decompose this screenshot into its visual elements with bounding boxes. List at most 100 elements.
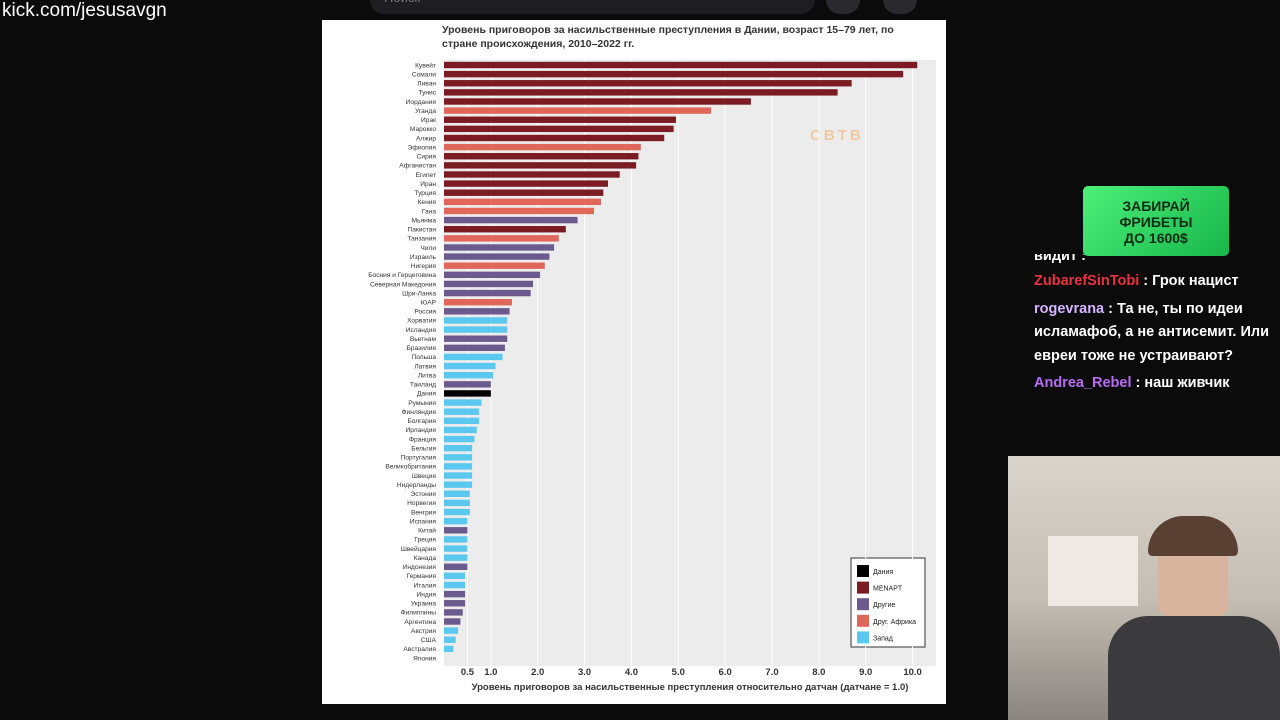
bar [444,80,852,87]
y-tick-label: Чили [420,245,436,252]
hair [1148,516,1238,556]
chat-text: : наш живчик [1135,375,1230,391]
chat-partial: видит : [1034,254,1086,264]
legend-swatch [857,614,869,627]
bar [444,271,541,279]
bar [444,508,470,516]
x-tick-label: 3.0 [578,667,591,678]
bar [444,216,578,224]
x-tick-label: 9.0 [859,667,872,678]
bar [444,408,480,415]
bar [444,381,491,388]
watermark: CBTB [810,127,864,144]
y-tick-label: Китай [418,527,436,535]
bar [444,289,531,297]
bar [444,61,918,69]
bar [444,244,555,251]
chat-user[interactable]: Andrea_Rebel [1034,375,1132,391]
bar [444,517,468,525]
bar [444,399,482,406]
promo-banner[interactable]: ЗАБИРАЙ ФРИБЕТЫ ДО 1600$ [1083,186,1229,256]
y-tick-label: Япония [413,655,436,662]
y-tick-label: Норвегия [407,500,436,507]
chart-title: Уровень приговоров за насильственные пре… [442,24,894,50]
bar [444,344,505,352]
legend-label: Дания [873,569,893,576]
legend-label: MENAPT [873,586,903,593]
y-tick-label: США [421,637,437,644]
legend-label: Запад [873,635,893,642]
bar [444,353,503,361]
y-tick-label: Марокко [410,126,436,133]
bar [444,636,456,643]
legend-label: Друг. Африка [873,619,916,626]
bar [444,581,466,589]
bar [444,262,545,269]
y-tick-label: Иордания [406,99,437,106]
bar [444,609,463,616]
bar [444,481,473,488]
chat-user[interactable]: rogevrana [1034,300,1105,317]
bar [444,335,508,342]
bar [444,153,639,160]
y-tick-label: Ирак [421,117,436,124]
bar [444,545,468,552]
y-tick-label: Сирия [417,154,437,161]
x-axis-label: Уровень приговоров за насильственные пре… [472,682,909,693]
bar [444,426,477,434]
mic-button[interactable] [883,0,917,14]
banner-line: ДО 1600$ [1124,230,1188,246]
bar [444,180,608,187]
bar [444,454,473,461]
title-box: Уровень приговоров за насильственные пре… [442,24,894,50]
y-tick-label: Португалия [401,455,437,462]
bar [444,435,475,443]
x-tick-label: 5.0 [672,667,685,678]
y-tick-label: Пакистан [407,227,436,234]
banner-line: ФРИБЕТЫ [1119,214,1193,230]
y-tick-label: Венгрия [411,509,436,516]
y-tick-label: Исландия [406,327,437,334]
bar [444,472,473,479]
furniture [1048,536,1138,606]
bar [444,554,468,561]
bar [444,299,512,306]
x-tick-label: 4.0 [625,667,638,678]
search-box[interactable]: Поиск [370,0,815,14]
y-tick-label: Израиль [410,254,437,261]
bar [444,107,712,114]
bar [444,162,637,169]
y-tick-label: Таиланд [410,382,436,389]
y-tick-label: Испания [410,518,437,525]
chat-user[interactable]: ZubarefSinTobi [1034,273,1140,289]
legend-swatch [857,631,869,644]
y-tick-label: Ливан [417,81,436,88]
y-tick-label: Канада [414,555,437,562]
bar [444,308,510,315]
bar [444,207,594,215]
y-tick-label: Уганда [415,108,436,115]
x-tick-label: 2.0 [531,667,544,678]
bar [444,125,674,133]
y-tick-label: Сомали [412,71,436,78]
bar [444,527,468,534]
bar [444,563,468,570]
y-tick-label: Индия [417,591,437,598]
bar [444,600,466,607]
y-tick-label: Вьетнам [410,336,437,343]
y-tick-label: Бразилия [407,345,437,352]
bar [444,89,838,96]
y-tick-label: Иран [420,181,436,188]
bar [444,317,508,324]
chat: видит : ZubarefSinTobi : Грок нацист roge… [1034,254,1280,400]
x-tick-label: 6.0 [719,667,732,678]
chat-text: : Грок нацист [1143,273,1239,289]
search-button[interactable] [826,0,860,14]
bar [444,116,676,123]
y-tick-label: Аргентина [404,619,436,626]
bar [444,98,751,105]
chat-message: rogevrana : Та не, ты по идеи исламафоб,… [1034,298,1280,369]
y-tick-label: Тунис [418,90,436,97]
legend-swatch [857,565,869,577]
bar [444,590,466,598]
